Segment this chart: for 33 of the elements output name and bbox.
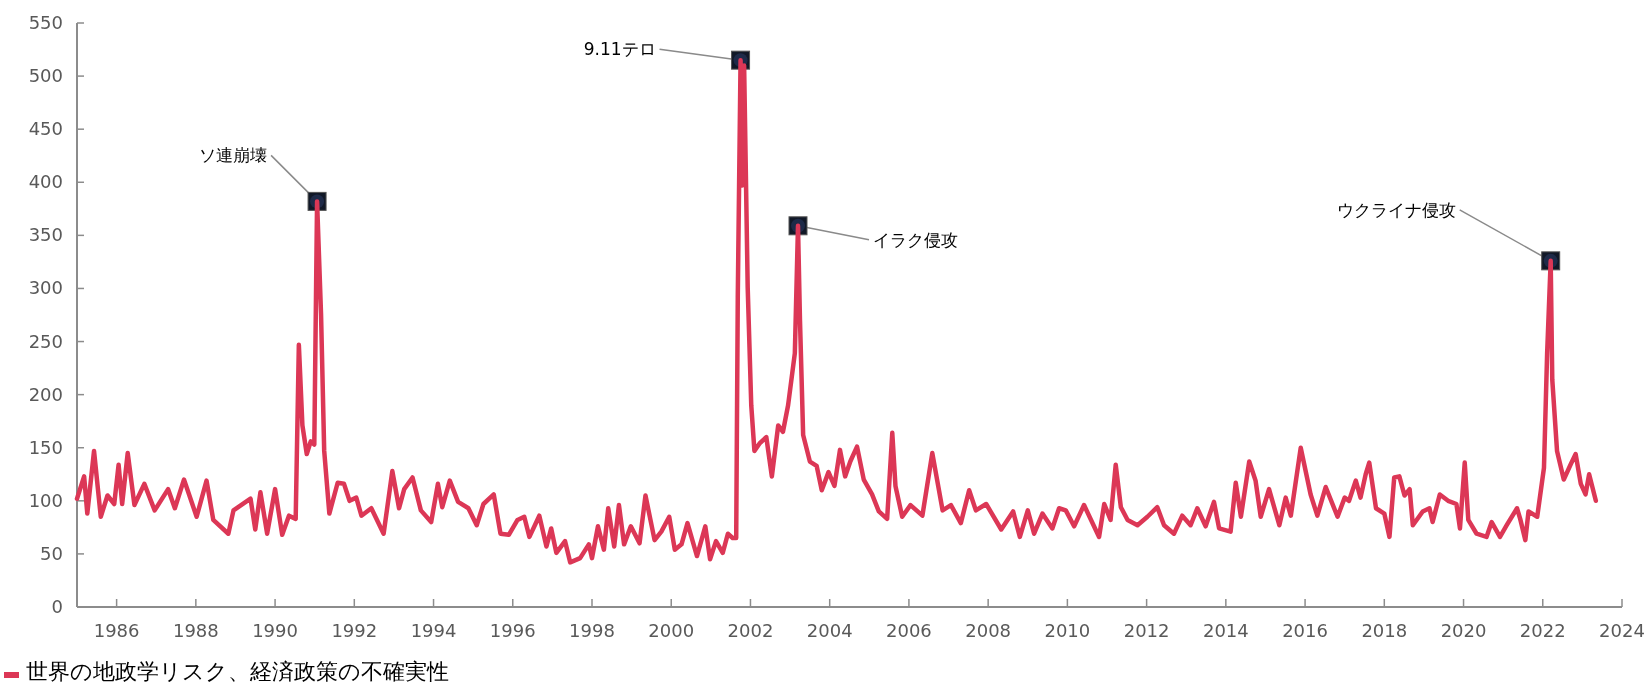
y-tick-label: 500 — [28, 65, 63, 87]
legend: 世界の地政学リスク、経済政策の不確実性 — [4, 659, 449, 684]
x-tick-label: 2006 — [886, 620, 932, 641]
x-tick-label: 2010 — [1044, 620, 1091, 641]
x-tick-label: 1986 — [93, 620, 140, 641]
x-tick-label: 1988 — [172, 620, 219, 641]
y-tick-label: 450 — [28, 118, 63, 140]
y-tick-label: 200 — [28, 383, 63, 405]
x-tick-label: 2008 — [965, 620, 1012, 641]
x-tick-label: 2018 — [1361, 620, 1408, 641]
x-tick-label: 2020 — [1440, 620, 1487, 641]
y-tick-label: 550 — [28, 12, 63, 33]
x-tick-label: 1996 — [489, 620, 536, 641]
x-tick-label: 1994 — [410, 620, 457, 641]
y-tick-label: 300 — [28, 277, 63, 299]
y-tick-label: 250 — [28, 330, 63, 352]
y-tick-label: 0 — [51, 596, 63, 617]
y-tick-label: 350 — [28, 224, 63, 246]
x-tick-label: 2024 — [1599, 620, 1645, 641]
x-tick-label: 2012 — [1123, 620, 1170, 641]
x-tick-label: 2014 — [1202, 620, 1249, 641]
y-tick-label: 100 — [28, 489, 63, 511]
x-tick-label: 1992 — [331, 620, 378, 641]
x-tick-label: 2002 — [727, 620, 774, 641]
x-tick-label: 2016 — [1282, 620, 1328, 641]
y-tick-label: 150 — [28, 436, 63, 458]
x-tick-label: 2004 — [806, 620, 853, 641]
x-tick-label: 2022 — [1519, 620, 1566, 641]
x-tick-label: 2000 — [648, 620, 695, 641]
y-tick-label: 400 — [28, 171, 63, 193]
y-tick-label: 50 — [40, 542, 63, 564]
x-tick-label: 1990 — [252, 620, 298, 641]
x-tick-label: 1998 — [569, 620, 615, 641]
